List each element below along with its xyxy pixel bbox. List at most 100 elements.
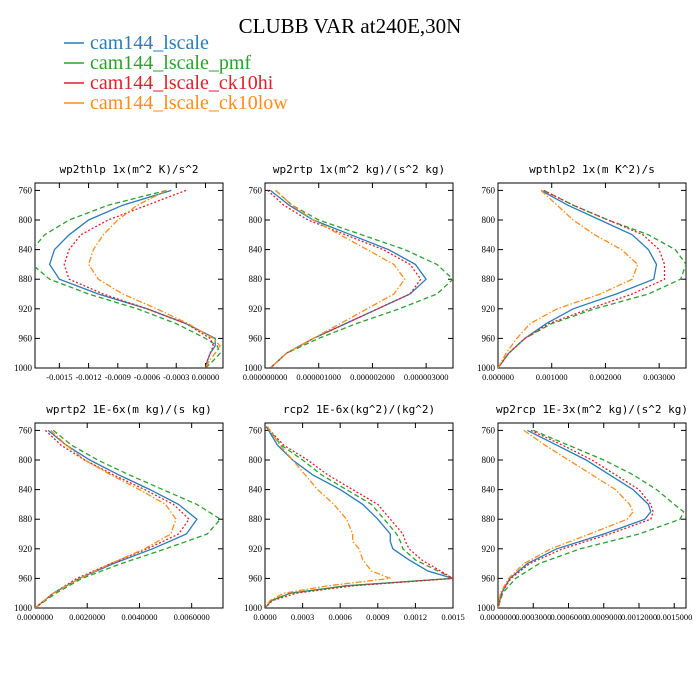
y-tick-label: 1000 <box>244 603 263 613</box>
plot-frame <box>264 182 454 369</box>
y-tick-label: 800 <box>249 215 263 225</box>
y-tick-label: 960 <box>249 333 263 343</box>
legend-entry: cam144_lscale_ck10low <box>90 92 288 114</box>
x-tick-label: 0.000000 <box>482 372 514 382</box>
x-tick-label: 0.0060000 <box>174 612 210 622</box>
y-tick-label: 760 <box>249 425 263 435</box>
series-line-cam144_lscale_ck10low <box>269 189 406 368</box>
series-line-cam144_lscale <box>269 189 427 368</box>
chart-panel: wp2thlp 1x(m^2 K)/s^2 760 800 840 880 920 960 1… <box>14 163 224 382</box>
series-line-cam144_lscale_ck10hi <box>63 189 215 368</box>
series-line-cam144_lscale_ck10low <box>87 189 221 368</box>
y-tick-label: 1000 <box>477 363 496 373</box>
panel-title: wp2rtp 1x(m^2 kg)/(s^2 kg) <box>273 163 445 176</box>
series-line-cam144_lscale_pmf <box>269 189 453 368</box>
y-tick-label: 800 <box>482 215 496 225</box>
panel-title: rcp2 1E-6x(kg^2)/(kg^2) <box>283 403 435 416</box>
y-tick-label: 840 <box>249 485 263 495</box>
y-tick-label: 840 <box>19 485 33 495</box>
series-line-cam144_lscale_ck10hi <box>267 189 422 368</box>
y-tick-label: 840 <box>249 245 263 255</box>
y-tick-label: 760 <box>482 185 496 195</box>
x-tick-label: -0.0012 <box>75 372 101 382</box>
x-tick-label: 0.0012000 <box>621 612 657 622</box>
y-tick-label: 960 <box>19 333 33 343</box>
y-tick-label: 960 <box>482 333 496 343</box>
x-tick-label: -0.0015 <box>46 372 72 382</box>
y-tick-label: 920 <box>19 544 33 554</box>
y-tick-label: 920 <box>482 544 496 554</box>
y-tick-label: 1000 <box>477 603 496 613</box>
series-line-cam144_lscale <box>35 429 198 608</box>
y-tick-label: 920 <box>482 304 496 314</box>
x-tick-label: 0.0009000 <box>586 612 622 622</box>
legend-entry: cam144_lscale_ck10hi <box>90 72 274 94</box>
panels-grid: wp2thlp 1x(m^2 K)/s^2 760 800 840 880 920 960 1… <box>14 163 692 622</box>
y-tick-label: 960 <box>249 573 263 583</box>
x-tick-label: 0.0012 <box>404 612 427 622</box>
x-tick-label: 0.0003 <box>291 612 314 622</box>
x-tick-label: 0.002000 <box>589 372 621 382</box>
plot-frame <box>264 422 454 609</box>
x-tick-label: 0.000001000 <box>296 372 341 382</box>
series-line-cam144_lscale <box>498 429 652 608</box>
y-tick-label: 880 <box>482 514 496 524</box>
series-line-cam144_lscale_pmf <box>498 429 685 608</box>
chart-panel: wp2rtp 1x(m^2 kg)/(s^2 kg) 760 800 840 880 92… <box>243 163 454 382</box>
y-tick-label: 880 <box>249 514 263 524</box>
x-tick-label: 0.000002000 <box>350 372 395 382</box>
panel-title: wprtp2 1E-6x(m kg)/(s kg) <box>46 403 212 416</box>
x-tick-label: 0.0015000 <box>656 612 692 622</box>
x-tick-label: 0.003000 <box>643 372 675 382</box>
y-tick-label: 1000 <box>14 363 33 373</box>
x-tick-label: 0.00000 <box>192 372 220 382</box>
y-tick-label: 800 <box>19 215 33 225</box>
chart-panel: wprtp2 1E-6x(m kg)/(s kg) 760 800 840 880 920… <box>14 403 224 622</box>
x-tick-label: 0.0006000 <box>550 612 586 622</box>
y-tick-label: 840 <box>482 245 496 255</box>
legend-entry: cam144_lscale_pmf <box>90 52 251 74</box>
plot-frame <box>34 182 224 369</box>
y-tick-label: 800 <box>482 455 496 465</box>
series-line-cam144_lscale_ck10low <box>265 426 391 608</box>
y-tick-label: 800 <box>249 455 263 465</box>
x-tick-label: 0.0020000 <box>69 612 105 622</box>
chart-panel: rcp2 1E-6x(kg^2)/(kg^2) 760 800 840 880 920 96… <box>244 403 465 622</box>
panel-title: wp2rcp 1E-3x(m^2 kg)/(s^2 kg) <box>496 403 688 416</box>
legend: cam144_lscalecam144_lscale_pmfcam144_lsc… <box>64 32 288 114</box>
panel-title: wpthlp2 1x(m K^2)/s <box>529 163 655 176</box>
y-tick-label: 1000 <box>244 363 263 373</box>
series-line-cam144_lscale_ck10low <box>498 429 634 608</box>
series-line-cam144_lscale <box>48 189 216 368</box>
chart-panel: wpthlp2 1x(m K^2)/s 760 800 840 880 920 960 100… <box>477 163 687 382</box>
x-tick-label: 0.0003000 <box>515 612 551 622</box>
y-tick-label: 880 <box>19 274 33 284</box>
y-tick-label: 840 <box>19 245 33 255</box>
x-tick-label: 0.0000 <box>253 612 276 622</box>
x-tick-label: 0.0000000 <box>17 612 53 622</box>
series-line-cam144_lscale_ck10hi <box>498 429 654 608</box>
y-tick-label: 880 <box>19 514 33 524</box>
y-tick-label: 920 <box>249 304 263 314</box>
y-tick-label: 760 <box>19 425 33 435</box>
figure-title: CLUBB VAR at240E,30N <box>239 14 462 38</box>
x-tick-label: -0.0003 <box>163 372 189 382</box>
series-line-cam144_lscale_pmf <box>498 189 686 368</box>
y-tick-label: 760 <box>249 185 263 195</box>
y-tick-label: 960 <box>19 573 33 583</box>
y-tick-label: 800 <box>19 455 33 465</box>
y-tick-label: 760 <box>19 185 33 195</box>
series-line-cam144_lscale_ck10hi <box>265 426 453 608</box>
x-tick-label: 0.000000000 <box>243 372 288 382</box>
y-tick-label: 880 <box>482 274 496 284</box>
x-tick-label: 0.0009 <box>366 612 389 622</box>
series-line-cam144_lscale_ck10low <box>498 189 639 368</box>
plot-frame <box>497 422 687 609</box>
plot-frame <box>497 182 687 369</box>
y-tick-label: 960 <box>482 573 496 583</box>
x-tick-label: 0.0040000 <box>121 612 157 622</box>
x-tick-label: 0.001000 <box>536 372 568 382</box>
plot-frame <box>34 422 224 609</box>
series-line-cam144_lscale_pmf <box>35 429 222 608</box>
